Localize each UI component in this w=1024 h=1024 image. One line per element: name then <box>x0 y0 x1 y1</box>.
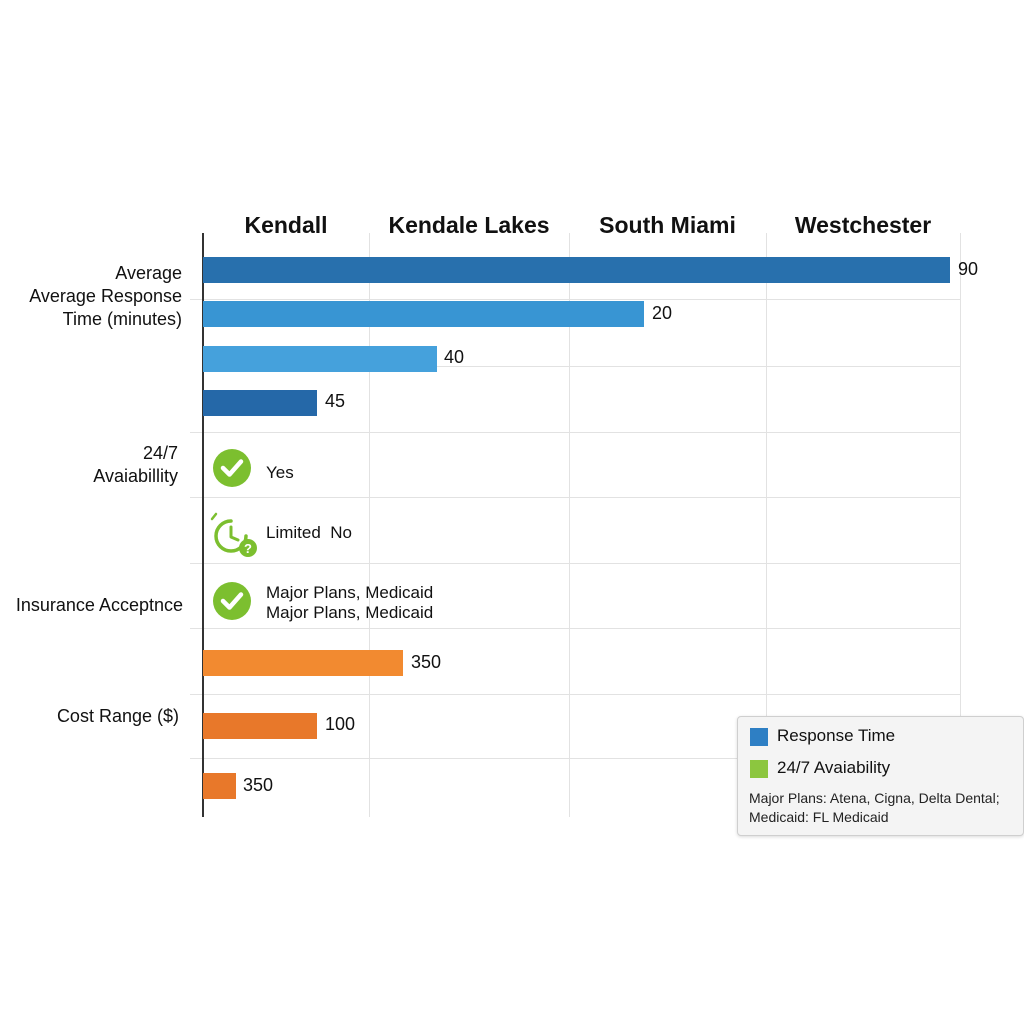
row-label-line: Average Response <box>29 286 182 306</box>
column-header-kendale-lakes: Kendale Lakes <box>388 212 550 238</box>
gridline-horizontal <box>190 758 961 759</box>
gridline-horizontal <box>190 299 961 300</box>
column-header-south-miami: South Miami <box>599 212 736 238</box>
row-label-cost: Cost Range ($) <box>56 706 179 726</box>
gridline-horizontal <box>190 628 961 629</box>
legend-note: Major Plans: Atena, Cigna, Delta Dental;… <box>749 789 1000 827</box>
svg-text:?: ? <box>244 541 252 556</box>
availability-value-yes: Yes <box>266 463 294 482</box>
cost-bar-2-value: 100 <box>325 714 356 734</box>
check-circle-icon <box>213 582 251 620</box>
row-label-availability: 24/7 Avaiabillity <box>93 442 178 488</box>
insurance-value-line: Major Plans, Medicaid <box>266 603 434 622</box>
availability-value-limited: Limited No <box>266 523 352 542</box>
check-circle-icon <box>213 449 251 487</box>
row-label-response-time: Average Average Response Time (minutes) <box>29 262 182 331</box>
response-bar-2-value: 20 <box>652 303 673 323</box>
row-label-line: Time (minutes) <box>62 309 182 329</box>
response-bar-4[interactable] <box>203 390 317 416</box>
gridline-horizontal <box>190 694 961 695</box>
legend-note-line: Major Plans: Atena, Cigna, Delta Dental; <box>749 790 1000 806</box>
clock-question-icon: ? <box>208 512 260 560</box>
row-label-line: Average <box>115 263 182 283</box>
response-bar-1-value: 90 <box>958 259 979 279</box>
cost-bar-1[interactable] <box>203 650 403 676</box>
legend-label-availability: 24/7 Avaiability <box>777 758 891 777</box>
gridline-vertical <box>766 233 767 817</box>
response-bar-2[interactable] <box>203 301 644 327</box>
gridline-vertical <box>369 233 370 817</box>
gridline-vertical <box>960 233 961 817</box>
cost-bar-1-value: 350 <box>411 652 442 672</box>
legend-swatch-response-time <box>750 728 768 746</box>
gridline-horizontal <box>203 366 961 367</box>
cost-bar-3-value: 350 <box>243 775 274 795</box>
gridline-horizontal <box>190 432 961 433</box>
column-header-westchester: Westchester <box>794 212 932 238</box>
gridline-horizontal <box>190 563 961 564</box>
gridline-vertical <box>569 233 570 817</box>
cost-bar-3[interactable] <box>203 773 236 799</box>
response-bar-4-value: 45 <box>325 391 346 411</box>
row-label-insurance: Insurance Acceptnce <box>15 595 183 615</box>
legend-swatch-availability <box>750 760 768 778</box>
row-label-line: 24/7 <box>142 443 178 463</box>
row-label-line: Avaiabillity <box>93 466 178 486</box>
insurance-value: Major Plans, Medicaid Major Plans, Medic… <box>266 583 433 623</box>
insurance-value-line: Major Plans, Medicaid <box>266 583 434 602</box>
legend-label-response-time: Response Time <box>777 726 896 745</box>
y-axis-line <box>202 233 204 817</box>
response-bar-3-value: 40 <box>444 347 465 367</box>
gridline-horizontal <box>190 497 961 498</box>
cost-bar-2[interactable] <box>203 713 317 739</box>
legend-note-line: Medicaid: FL Medicaid <box>749 809 889 825</box>
response-bar-1[interactable] <box>203 257 950 283</box>
response-bar-3[interactable] <box>203 346 437 372</box>
column-header-kendall: Kendall <box>244 212 328 238</box>
chart-legend: Response Time 24/7 Avaiability Major Pla… <box>737 716 1024 836</box>
